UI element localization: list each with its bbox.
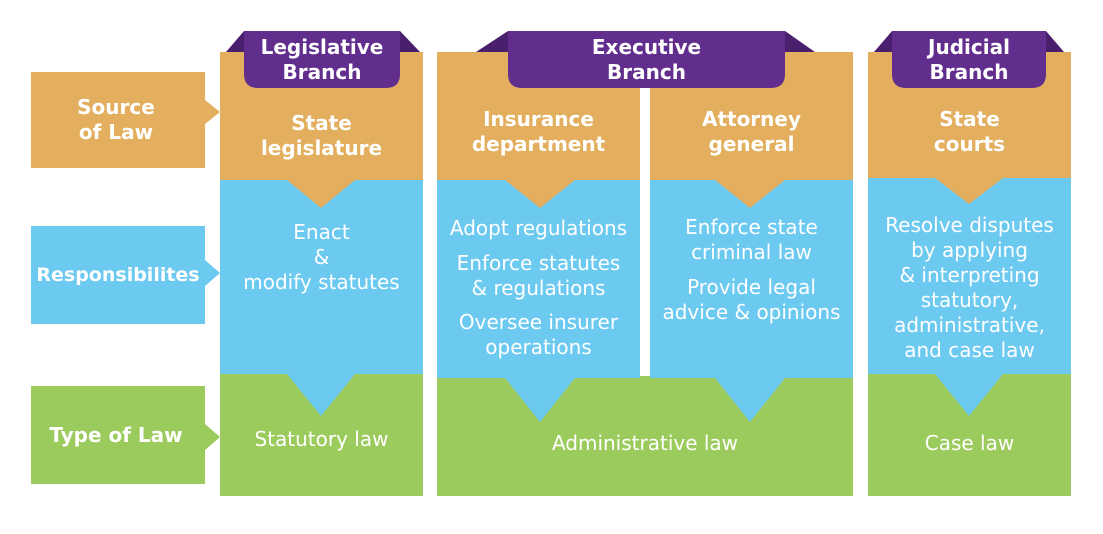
- judicial-branch-label: Judicial Branch: [928, 34, 1010, 84]
- legislative-tan-block: [220, 52, 423, 208]
- type-administrative-law: Administrative law: [551, 430, 739, 455]
- attorney-blue-block: [650, 178, 853, 422]
- insurance-tan-block: [437, 52, 640, 208]
- legislative-tab: [244, 31, 400, 88]
- responsibility-legislature: Enact & modify statutes: [243, 220, 400, 294]
- responsibility-attorney-enforce: Enforce state criminal law: [685, 215, 818, 264]
- executive-branch-label: Executive Branch: [591, 34, 702, 84]
- judicial-tan-block: [868, 52, 1071, 204]
- responsibility-courts: Resolve disputes by applying & interpret…: [885, 213, 1054, 362]
- attorney-tan-block: [650, 52, 853, 208]
- type-case-law: Case law: [924, 430, 1015, 455]
- executive-green-block: [437, 376, 853, 496]
- row-label-responsibilities: Responsibilites: [36, 263, 200, 286]
- source-attorney-general: Attorney general: [701, 107, 802, 156]
- responsibility-attorney-advice: Provide legal advice & opinions: [662, 275, 841, 324]
- source-state-courts: State courts: [933, 107, 1006, 156]
- row-label-type-of-law: Type of Law: [49, 422, 183, 447]
- legislative-branch-label: Legislative Branch: [260, 34, 384, 84]
- type-statutory-law: Statutory law: [254, 426, 389, 451]
- legislative-blue-block: [220, 178, 423, 416]
- judicial-blue-block: [868, 176, 1071, 416]
- responsibility-insurance-adopt: Adopt regulations: [449, 215, 628, 240]
- responsibilities-row-arrow: [31, 226, 220, 324]
- insurance-blue-block: [437, 178, 640, 422]
- source-of-law-row-arrow: [31, 72, 220, 168]
- responsibility-insurance-oversee: Oversee insurer operations: [458, 310, 619, 359]
- source-insurance-department: Insurance department: [471, 107, 606, 156]
- source-state-legislature: State legislature: [260, 111, 383, 160]
- row-label-source-of-law: Source of Law: [77, 95, 155, 144]
- responsibility-insurance-enforce: Enforce statutes & regulations: [456, 251, 621, 300]
- type-of-law-row-arrow: [31, 386, 220, 484]
- judicial-tab: [892, 31, 1046, 88]
- executive-tab: [508, 31, 785, 88]
